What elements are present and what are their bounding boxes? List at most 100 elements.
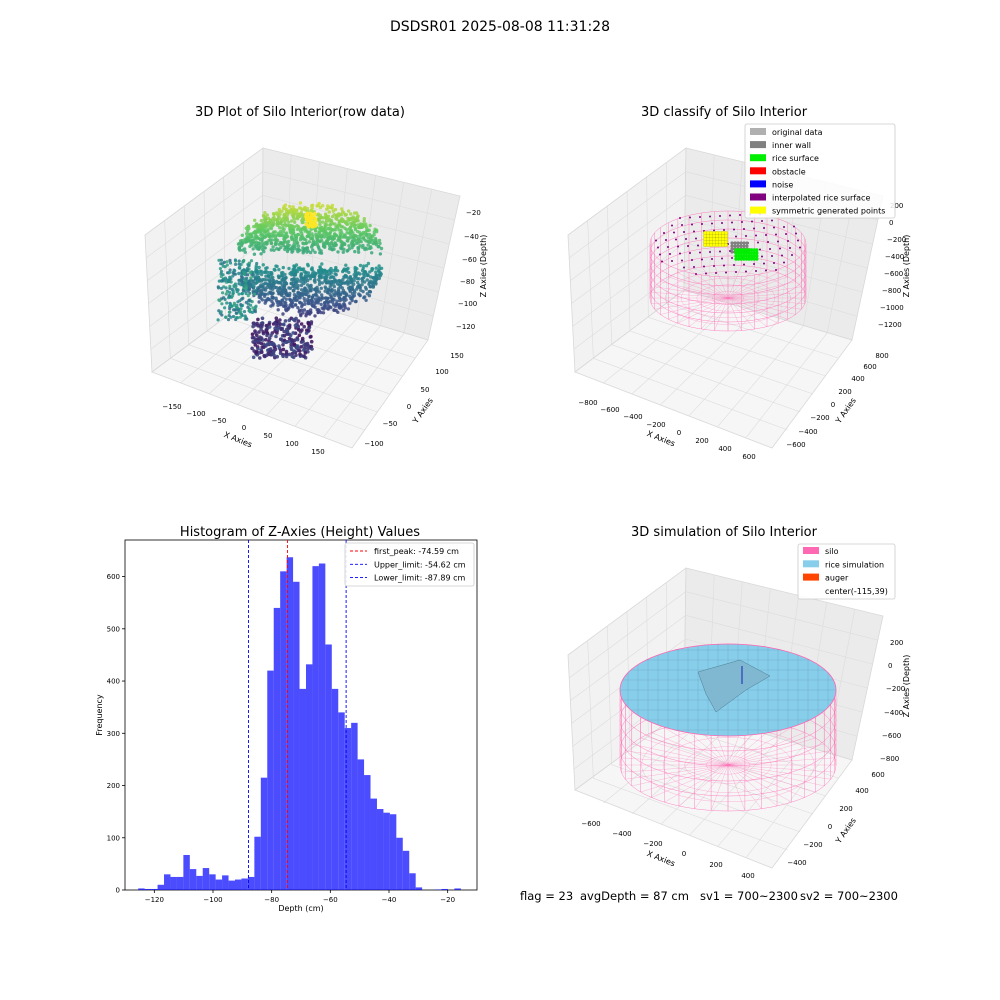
raw-point	[298, 201, 303, 205]
histogram-bar	[157, 884, 165, 890]
raw-point	[272, 212, 276, 216]
raw-point	[252, 284, 256, 288]
rice-surface-point	[736, 248, 741, 252]
raw-point	[331, 209, 335, 213]
raw-point	[373, 236, 378, 241]
legend-label: noise	[772, 180, 793, 189]
interpolated-point	[723, 229, 725, 231]
raw-point	[297, 214, 301, 219]
raw-point	[253, 329, 257, 333]
raw-point	[320, 238, 324, 243]
raw-point	[358, 239, 362, 243]
raw-point	[259, 290, 263, 294]
raw-point	[349, 230, 354, 234]
interpolated-point	[703, 265, 705, 268]
interpolated-point	[657, 246, 659, 249]
interpolated-point	[687, 245, 689, 247]
interpolated-point	[773, 226, 775, 229]
raw-point	[334, 267, 338, 271]
raw-point	[345, 231, 349, 235]
silo-floor-spoke	[727, 764, 816, 793]
raw-point	[278, 222, 282, 226]
rice-surface-point	[742, 254, 746, 258]
raw-point	[278, 226, 282, 230]
raw-point	[217, 298, 221, 302]
raw-point	[295, 337, 300, 342]
histogram-bar	[286, 557, 294, 890]
inner-wall-point	[730, 244, 734, 248]
raw-point	[362, 296, 366, 300]
raw-point	[302, 324, 307, 329]
raw-point	[243, 314, 247, 318]
raw-point	[294, 263, 299, 267]
raw-point	[238, 239, 243, 243]
interpolated-point	[695, 273, 697, 275]
silo-floor-spoke	[710, 764, 729, 811]
grid-line	[149, 242, 263, 327]
raw-point	[328, 285, 332, 289]
histogram-bars	[138, 557, 461, 890]
raw-point	[296, 306, 300, 310]
raw-data-panel: 3D Plot of Silo Interior(row data) −150 …	[144, 105, 488, 456]
rice-surface-point	[755, 251, 759, 255]
raw-ztick: −120	[456, 323, 475, 331]
raw-point	[278, 322, 283, 327]
histogram-bar	[293, 581, 300, 890]
raw-point	[281, 286, 285, 290]
raw-point	[260, 324, 264, 329]
raw-point	[310, 204, 314, 208]
raw-point	[277, 207, 281, 212]
grid-line	[685, 591, 878, 641]
interpolated-point	[771, 219, 773, 222]
grid-line	[648, 317, 826, 377]
raw-point	[233, 258, 237, 262]
raw-point	[367, 293, 372, 298]
interpolated-point	[741, 221, 743, 223]
x-tick-label: −120	[145, 896, 164, 904]
histogram-bar	[364, 775, 371, 890]
raw-point	[310, 266, 314, 270]
interpolated-point	[669, 253, 671, 255]
raw-point	[321, 220, 325, 224]
interpolated-point	[775, 233, 777, 236]
raw-point	[299, 292, 304, 296]
raw-point	[246, 273, 250, 277]
raw-point	[305, 215, 309, 219]
raw-point	[334, 302, 339, 307]
raw-point	[323, 212, 328, 216]
raw-point	[294, 316, 298, 321]
interpolated-point	[681, 259, 683, 262]
raw-point	[310, 214, 314, 219]
raw-point	[228, 275, 232, 279]
raw-point	[271, 245, 275, 249]
raw-point	[345, 293, 349, 297]
simulation-ytick: 400	[855, 787, 868, 795]
raw-ytick: 0	[407, 403, 411, 411]
legend-swatch	[750, 193, 766, 201]
simulation-xtick: 400	[741, 872, 754, 880]
raw-point	[281, 271, 285, 275]
raw-point	[282, 277, 286, 281]
rice-surface-point	[736, 257, 741, 261]
grid-line	[611, 344, 801, 413]
interpolated-point	[765, 269, 767, 272]
raw-point	[334, 234, 338, 238]
raw-point	[261, 263, 265, 267]
raw-point	[304, 222, 309, 227]
rice-surface-point	[755, 254, 759, 258]
interpolated-point	[775, 269, 777, 271]
raw-point	[293, 296, 297, 300]
raw-point	[257, 246, 262, 250]
interpolated-point	[791, 254, 793, 256]
classify-ztick: −200	[887, 236, 906, 244]
raw-point	[340, 243, 344, 247]
interpolated-point	[695, 237, 697, 240]
raw-xtick: 150	[311, 448, 324, 456]
raw-point	[348, 301, 352, 305]
raw-point	[365, 239, 370, 243]
raw-point	[296, 266, 301, 270]
classify-ytick: −400	[798, 428, 817, 436]
interpolated-point	[733, 228, 735, 231]
interpolated-point	[793, 225, 795, 228]
interpolated-point	[783, 226, 785, 228]
